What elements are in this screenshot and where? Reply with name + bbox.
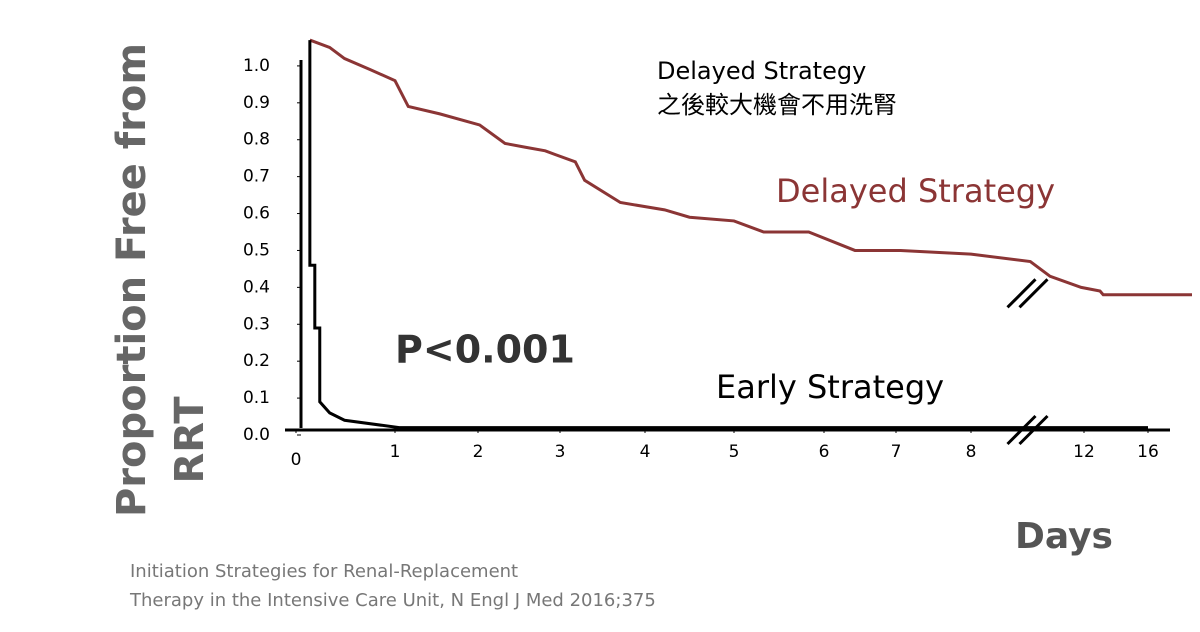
x-tick-label: 2	[473, 442, 484, 462]
x-tick-label: 4	[640, 442, 651, 462]
x-tick-label: 0	[291, 450, 302, 470]
y-tick-label: 0.3	[243, 314, 270, 334]
x-tick-label: 1	[390, 442, 401, 462]
axis-break	[1006, 278, 1037, 309]
y-tick-label: 0.8	[243, 130, 270, 150]
y-axis-label: Proportion Free from	[109, 43, 155, 517]
y-axis-label: RRT	[167, 396, 213, 484]
x-tick-label: 12	[1073, 442, 1095, 462]
y-tick-label: 0.5	[243, 240, 270, 260]
y-tick-label: 0.6	[243, 204, 270, 224]
source: Initiation Strategies for Renal-Replacem…	[130, 561, 518, 582]
source: Therapy in the Intensive Care Unit, N En…	[129, 590, 656, 611]
y-tick-label: 0.9	[243, 93, 270, 113]
y-tick-label: 0.0	[243, 425, 270, 445]
series-line	[309, 38, 1192, 297]
x-axis-label: Days	[1015, 516, 1113, 557]
series-line	[308, 40, 1148, 430]
axis-break	[1018, 278, 1049, 309]
y-tick-label: 1.0	[243, 56, 270, 76]
y-tick-label: 0.4	[243, 277, 270, 297]
x-tick-label: 3	[555, 442, 566, 462]
annotation: 之後較大機會不用洗腎	[657, 91, 897, 119]
x-tick-label: 6	[819, 442, 830, 462]
annotation: Delayed Strategy	[657, 57, 866, 85]
axis-break	[1018, 414, 1049, 446]
y-tick-label: 0.2	[243, 351, 270, 371]
y-tick-label: 0.7	[243, 167, 270, 187]
axis-break	[1006, 414, 1037, 446]
y-tick-label: 0.1	[243, 388, 270, 408]
series-label: Delayed Strategy	[776, 172, 1055, 210]
x-tick-label: 7	[891, 442, 902, 462]
x-tick-label: 8	[966, 442, 977, 462]
p-value: P<0.001	[395, 328, 575, 372]
x-tick-label: 5	[729, 442, 740, 462]
series-label: Early Strategy	[716, 368, 944, 406]
x-tick-label: 16	[1137, 442, 1159, 462]
